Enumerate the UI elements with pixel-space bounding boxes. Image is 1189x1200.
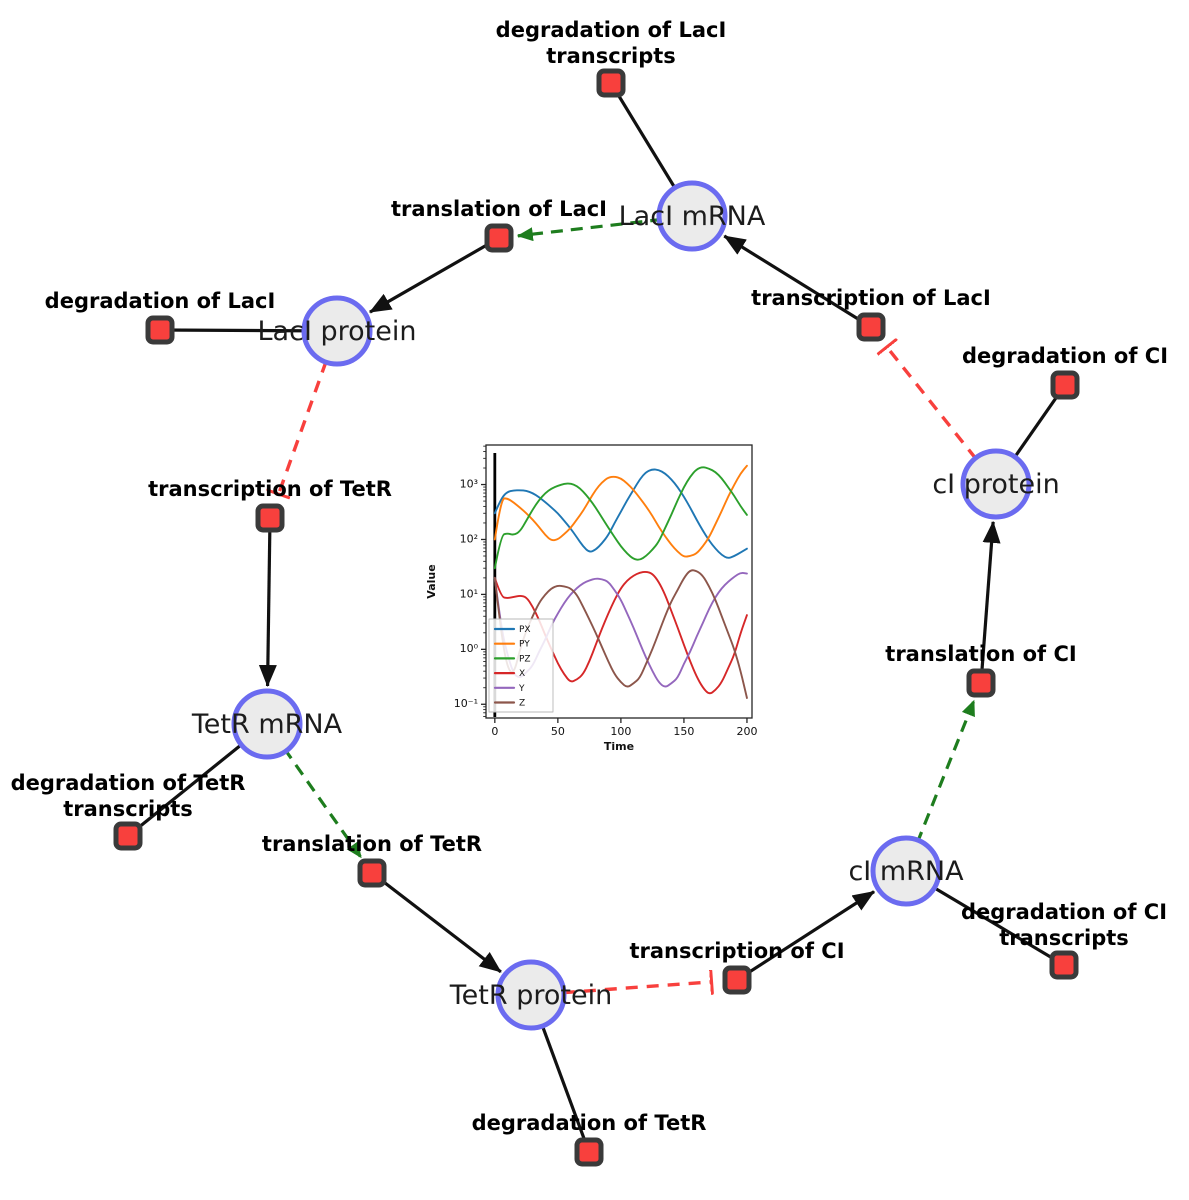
species-label: cI mRNA bbox=[848, 856, 964, 887]
reaction-node-deg_tetr_tx bbox=[113, 821, 143, 851]
reaction-node-transl_ci bbox=[966, 668, 996, 698]
species-label: TetR mRNA bbox=[191, 709, 343, 740]
reaction-node-deg_laci bbox=[145, 315, 175, 345]
reaction-node-transl_laci bbox=[484, 223, 514, 253]
reaction-node-tx_laci bbox=[856, 312, 886, 342]
edge-laci_protein-tx_tetr bbox=[279, 360, 328, 493]
reaction-label: translation of LacI bbox=[391, 197, 607, 221]
species-node-laci_protein bbox=[301, 295, 373, 367]
reaction-label: transcription of LacI bbox=[751, 286, 991, 310]
edge-ci_mrna-transl_ci bbox=[915, 699, 976, 844]
reaction-node-deg_laci_tx bbox=[596, 68, 626, 98]
reaction-node-transl_tetr bbox=[357, 858, 387, 888]
reaction-node-deg_ci bbox=[1050, 370, 1080, 400]
species-label: cI protein bbox=[932, 469, 1059, 500]
reaction-label: translation of CI bbox=[885, 642, 1076, 666]
edge-laci_mrna-transl_laci bbox=[516, 217, 663, 242]
species-node-ci_mrna bbox=[870, 835, 942, 907]
edge-tx_tetr-tetr_mrna bbox=[258, 517, 277, 688]
edge-transl_tetr-tetr_protein bbox=[371, 871, 502, 974]
reaction-label: transcripts bbox=[999, 926, 1129, 950]
species-node-laci_mrna bbox=[656, 180, 728, 252]
reaction-node-tx_tetr bbox=[255, 503, 285, 533]
reaction-label: degradation of CI bbox=[962, 344, 1168, 368]
species-node-tetr_mrna bbox=[231, 688, 303, 760]
reaction-node-tx_ci bbox=[722, 965, 752, 995]
reaction-label: transcripts bbox=[63, 797, 193, 821]
reaction-label: degradation of LacI bbox=[45, 289, 276, 313]
reaction-label: degradation of CI bbox=[961, 900, 1167, 924]
edge-transl_ci-ci_protein bbox=[979, 520, 1001, 684]
edge-tetr_protein-tx_ci bbox=[562, 982, 711, 993]
edge-tx_laci-laci_mrna bbox=[723, 234, 872, 329]
edge-tetr_mrna-transl_tetr bbox=[282, 747, 363, 859]
edge-transl_laci-laci_protein bbox=[369, 236, 500, 314]
edge-tx_ci-ci_mrna bbox=[736, 890, 875, 982]
reaction-label: degradation of LacI bbox=[496, 18, 727, 42]
chart-canvas bbox=[422, 437, 774, 767]
edge-ci_protein-tx_laci bbox=[887, 347, 978, 461]
reaction-node-deg_ci_tx bbox=[1049, 950, 1079, 980]
reaction-label: transcripts bbox=[546, 44, 676, 68]
species-node-ci_protein bbox=[960, 448, 1032, 520]
reaction-label: degradation of TetR bbox=[472, 1111, 707, 1135]
reaction-label: translation of TetR bbox=[262, 832, 482, 856]
species-label: LacI mRNA bbox=[619, 201, 766, 232]
species-label: LacI protein bbox=[258, 316, 417, 347]
inset-chart bbox=[422, 437, 774, 767]
reaction-label: transcription of CI bbox=[629, 939, 844, 963]
species-node-tetr_protein bbox=[495, 959, 567, 1031]
reaction-label: transcription of TetR bbox=[148, 477, 392, 501]
reaction-node-deg_tetr bbox=[574, 1137, 604, 1167]
species-label: TetR protein bbox=[449, 980, 612, 1011]
reaction-label: degradation of TetR bbox=[11, 771, 246, 795]
